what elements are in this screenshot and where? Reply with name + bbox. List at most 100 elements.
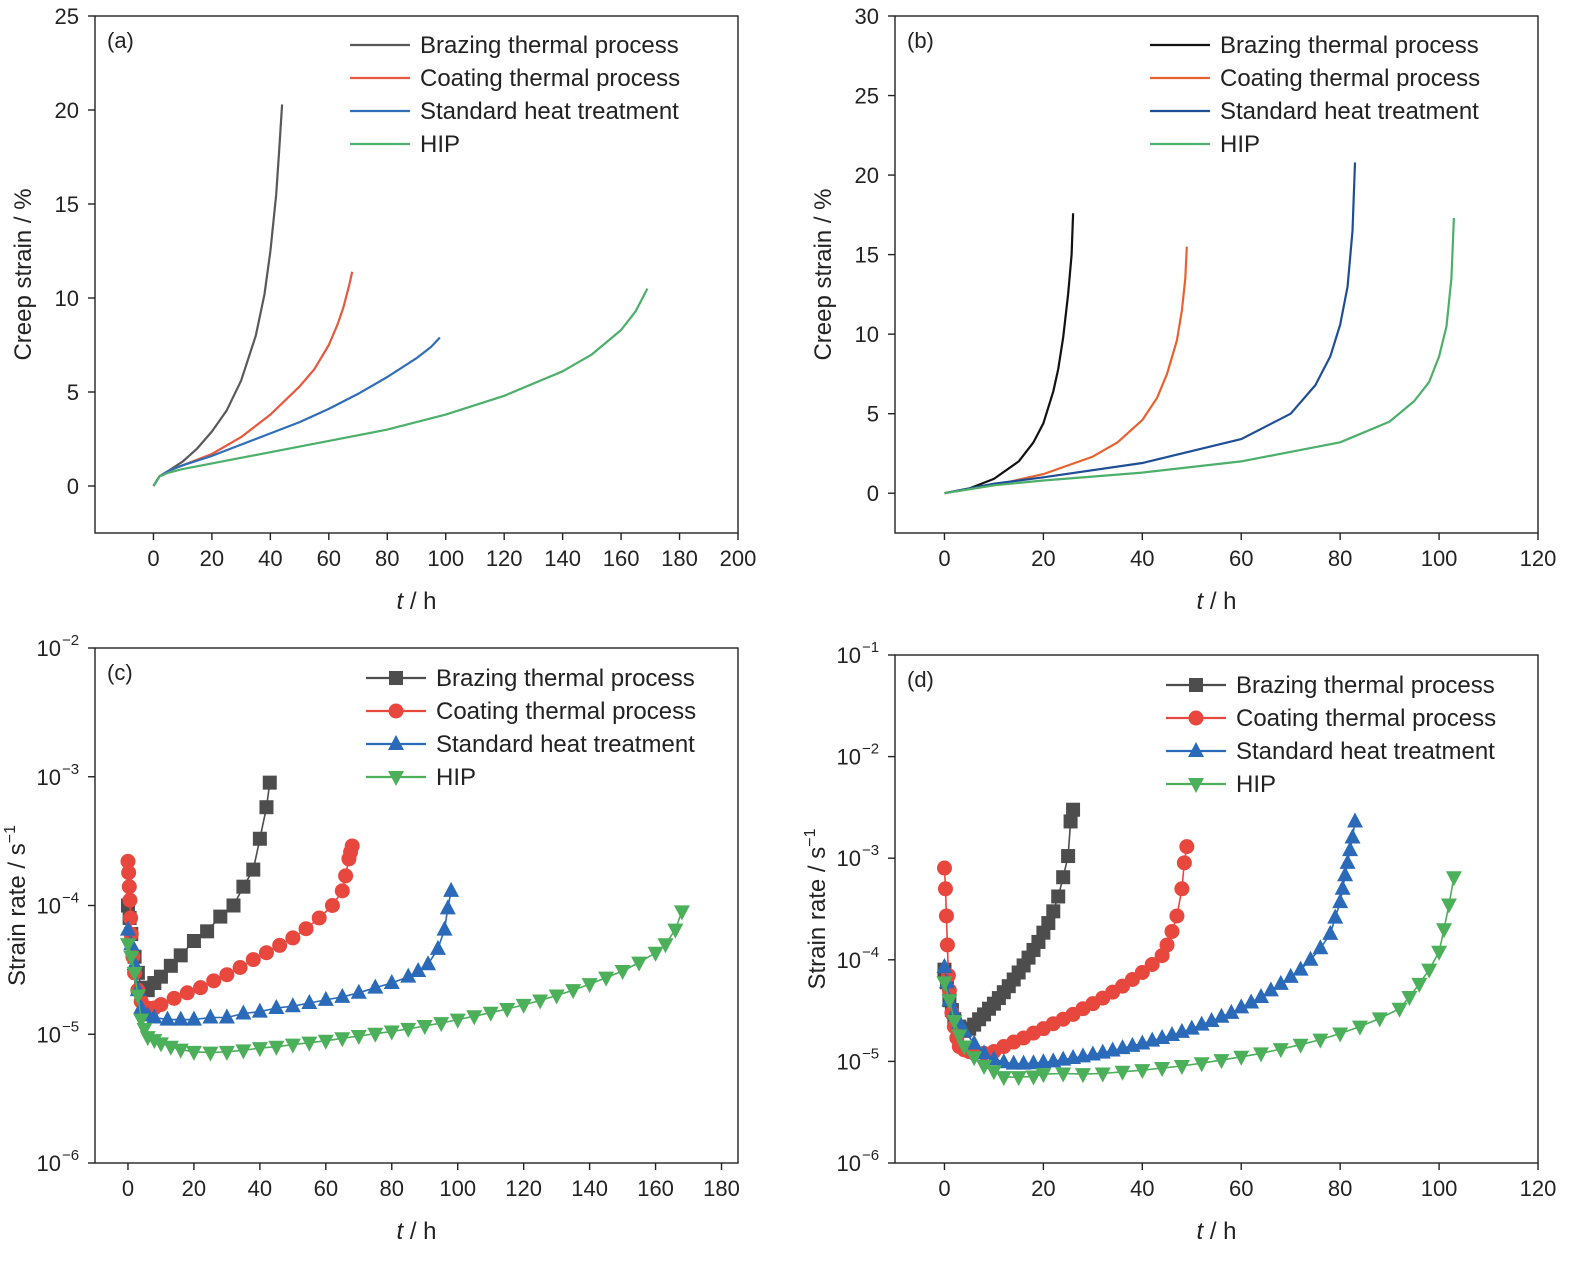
y-tick-label: 10 (37, 1151, 61, 1176)
data-point (1035, 1068, 1052, 1084)
data-point (284, 997, 301, 1013)
data-point (1144, 956, 1160, 972)
legend-label: Standard heat treatment (420, 98, 679, 125)
data-point (1371, 1012, 1388, 1028)
data-point (317, 1034, 334, 1050)
data-point (123, 950, 140, 966)
y-tick-label: 10 (837, 846, 861, 871)
x-tick-label: 140 (544, 546, 581, 571)
data-point (614, 964, 631, 980)
data-point (1401, 991, 1418, 1007)
data-point (1337, 866, 1354, 882)
legend-marker (1188, 710, 1204, 726)
data-point (1346, 812, 1363, 828)
data-point (1351, 1020, 1368, 1036)
plot-frame (894, 15, 1539, 534)
legend-label: Coating thermal process (420, 65, 680, 92)
y-tick-label: 10 (837, 948, 861, 973)
data-point (301, 1036, 318, 1052)
x-tick-label: 100 (1421, 546, 1458, 571)
data-point (1074, 1068, 1091, 1084)
y-axis-label: Creep strain / % (10, 188, 37, 360)
legend-label: Brazing thermal process (436, 665, 695, 692)
y-tick-label: 10 (837, 745, 861, 770)
legend-label: Coating thermal process (436, 698, 696, 725)
data-point (1063, 814, 1078, 829)
y-tick-label: 15 (855, 243, 879, 268)
data-point (334, 1032, 351, 1048)
legend: Brazing thermal process Coating thermal p… (350, 32, 680, 158)
data-point (350, 1029, 367, 1045)
data-point (153, 969, 168, 984)
data-point (976, 1044, 993, 1060)
data-point (301, 993, 318, 1009)
x-tick-label: 20 (200, 546, 224, 571)
x-tick-label: 120 (486, 546, 523, 571)
data-point (1223, 1003, 1240, 1019)
data-point (334, 883, 350, 899)
y-tick-label: 5 (67, 380, 79, 405)
data-point (1436, 923, 1453, 939)
data-point (581, 978, 598, 994)
x-tick-label: 60 (314, 1176, 338, 1201)
data-point (129, 989, 146, 1005)
x-tick-label: 20 (182, 1176, 206, 1201)
data-point (1055, 1067, 1072, 1083)
data-point (173, 948, 188, 963)
y-tick-label: 20 (855, 163, 879, 188)
data-point (317, 990, 334, 1006)
data-point (119, 920, 136, 936)
data-point (235, 1044, 252, 1060)
x-tick-label: 160 (637, 1176, 674, 1201)
data-point (251, 1002, 268, 1018)
data-point (172, 1043, 189, 1059)
y-axis-label: Strain rate / s−1 (802, 828, 831, 989)
data-point (946, 1014, 963, 1030)
data-point (673, 905, 690, 921)
data-point (367, 978, 384, 994)
data-point (1066, 802, 1081, 817)
data-point (1344, 828, 1361, 844)
data-point (1174, 881, 1190, 897)
data-point (565, 984, 582, 1000)
x-tick-label: 20 (1031, 546, 1055, 571)
x-tick-label: 0 (147, 546, 159, 571)
panel-b: 0 20 40 60 80 100 120 0 5 10 15 20 25 30 t / h Creep st… (810, 4, 1556, 615)
data-point (159, 1010, 176, 1026)
x-tick-label: 40 (248, 1176, 272, 1201)
data-point (936, 957, 953, 973)
y-tick-exponent: −6 (862, 1147, 879, 1164)
x-tick-label: 80 (375, 546, 399, 571)
legend: Brazing thermal process Coating thermal p… (1166, 672, 1496, 798)
data-point (1061, 849, 1076, 864)
data-point (443, 881, 460, 897)
data-point (439, 899, 456, 915)
data-point (1041, 916, 1056, 931)
data-point (126, 966, 143, 982)
y-tick-label: 10 (37, 765, 61, 790)
data-point (995, 1071, 1012, 1087)
data-point (1233, 1050, 1250, 1066)
data-point (1051, 889, 1066, 904)
data-point (631, 956, 648, 972)
plot-frame (94, 15, 739, 534)
series-line (152, 336, 441, 487)
x-tick-label: 120 (1520, 1176, 1557, 1201)
x-tick-label: 60 (1229, 1176, 1253, 1201)
y-tick-exponent: −2 (62, 632, 79, 649)
panel-label: (a) (107, 28, 134, 53)
data-point (1253, 988, 1270, 1004)
x-tick-label: 180 (661, 546, 698, 571)
x-axis-label: t / h (396, 1218, 436, 1245)
data-point (995, 1053, 1012, 1069)
x-tick-label: 80 (1328, 546, 1352, 571)
legend-label: HIP (1220, 131, 1260, 158)
data-point (939, 937, 955, 953)
data-point (122, 892, 138, 908)
data-point (1046, 904, 1061, 919)
legend-marker (388, 771, 404, 786)
data-point (1094, 1067, 1111, 1083)
legend-label: HIP (436, 764, 476, 791)
data-point (1203, 1011, 1220, 1027)
data-point (338, 868, 354, 884)
